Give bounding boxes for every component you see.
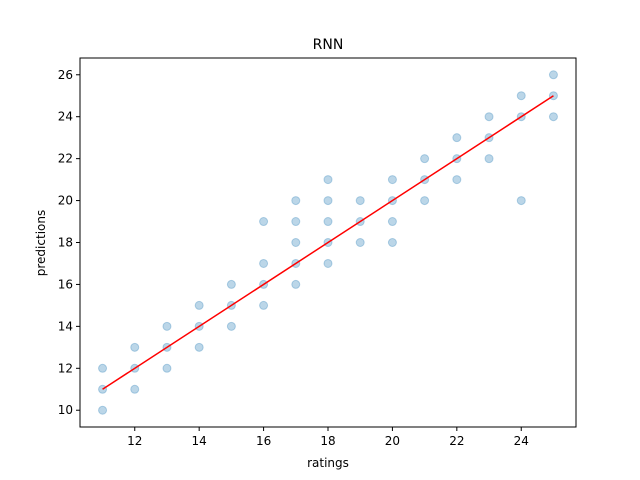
scatter-point: [484, 154, 494, 164]
scatter-point: [130, 384, 140, 394]
scatter-point: [484, 112, 494, 122]
y-tick-label: 20: [58, 194, 73, 208]
scatter-point: [323, 196, 333, 206]
scatter-point: [548, 112, 558, 122]
y-tick-label: 12: [58, 361, 73, 375]
scatter-point: [323, 217, 333, 227]
y-axis-ticks: 10 12 14 16 18 20 22 24 26: [58, 68, 80, 417]
scatter-point: [355, 196, 365, 206]
scatter-point: [98, 363, 108, 373]
scatter-point: [355, 238, 365, 247]
scatter-point: [259, 300, 269, 310]
x-tick-label: 22: [449, 434, 464, 448]
scatter-point: [162, 363, 172, 373]
scatter-point: [291, 196, 301, 206]
x-tick-label: 20: [385, 434, 400, 448]
y-tick-label: 24: [58, 110, 73, 124]
scatter-point: [291, 217, 301, 227]
scatter-point: [194, 300, 204, 310]
scatter-point: [226, 321, 236, 331]
fit-line-layer: [102, 95, 554, 390]
scatter-point: [452, 133, 462, 143]
scatter-point: [98, 405, 108, 415]
scatter-point: [387, 238, 397, 247]
fit-line: [102, 95, 554, 390]
y-tick-label: 16: [58, 277, 73, 291]
scatter-point: [291, 238, 301, 247]
x-tick-label: 18: [320, 434, 335, 448]
y-tick-label: 26: [58, 68, 73, 82]
x-tick-label: 14: [192, 434, 207, 448]
x-tick-label: 24: [514, 434, 529, 448]
x-tick-label: 12: [127, 434, 142, 448]
scatter-point: [291, 279, 301, 289]
x-tick-label: 16: [256, 434, 271, 448]
scatter-point: [259, 217, 269, 227]
x-axis-ticks: 12 14 16 18 20 22 24: [127, 427, 529, 448]
scatter-point: [259, 258, 269, 268]
scatter-point: [452, 175, 462, 185]
scatter-point: [420, 196, 430, 206]
scatter-point: [548, 70, 558, 80]
scatter-point: [130, 342, 140, 352]
x-axis-label: ratings: [307, 456, 349, 470]
scatter-point: [420, 154, 430, 164]
y-tick-label: 18: [58, 236, 73, 250]
scatter-point: [226, 279, 236, 289]
y-tick-label: 10: [58, 403, 73, 417]
scatter-point: [387, 175, 397, 185]
scatter-point: [162, 321, 172, 331]
chart-title: RNN: [313, 37, 344, 53]
y-tick-label: 22: [58, 152, 73, 166]
scatter-point: [516, 196, 526, 206]
scatter-point: [323, 258, 333, 268]
scatter-point: [516, 91, 526, 101]
y-tick-label: 14: [58, 319, 73, 333]
scatter-point: [387, 217, 397, 227]
y-axis-label: predictions: [34, 210, 48, 276]
scatter-point: [194, 342, 204, 352]
scatter-point: [323, 175, 333, 185]
